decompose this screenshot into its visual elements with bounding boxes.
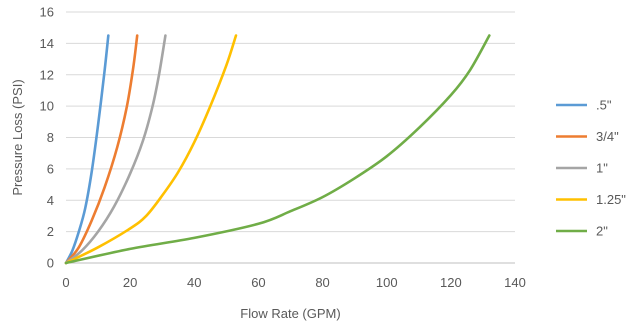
x-tick-label: 40 (187, 275, 201, 290)
x-tick-label: 140 (504, 275, 526, 290)
x-tick-label: 120 (440, 275, 462, 290)
axis-layer: 0 2 4 6 8 10 12 14 16 0 20 40 60 80 100 120 140 (40, 5, 526, 291)
x-axis-title: Flow Rate (GPM) (240, 306, 340, 321)
y-tick-label: 4 (47, 193, 54, 208)
series-layer (64, 34, 491, 265)
y-tick-label: 12 (40, 67, 54, 82)
legend-item: 1" (556, 161, 608, 176)
legend-label: 3/4" (596, 129, 619, 144)
y-tick-label: 2 (47, 224, 54, 239)
x-tick-label: 60 (251, 275, 265, 290)
legend-item: 3/4" (556, 129, 619, 144)
y-tick-label: 10 (40, 99, 54, 114)
legend-label: 1.25" (596, 192, 626, 207)
legend-item: .5" (556, 98, 612, 113)
series-line-0 (64, 34, 110, 265)
series-line-2 (64, 34, 167, 265)
x-tick-label: 20 (123, 275, 137, 290)
series-line-4 (64, 34, 491, 265)
legend-label: 2" (596, 224, 608, 239)
y-tick-label: 6 (47, 161, 54, 176)
series-line-3 (64, 34, 238, 265)
legend-item: 2" (556, 224, 608, 239)
y-tick-label: 16 (40, 5, 54, 20)
legend-label: .5" (596, 98, 612, 113)
legend-label: 1" (596, 161, 608, 176)
series-line-1 (64, 34, 139, 265)
x-tick-label: 0 (62, 275, 69, 290)
legend: .5" 3/4" 1" 1.25" 2" (556, 98, 626, 239)
grid-layer (66, 11, 515, 233)
y-tick-label: 8 (47, 130, 54, 145)
y-axis-title: Pressure Loss (PSI) (10, 79, 25, 195)
y-tick-label: 0 (47, 256, 54, 271)
legend-item: 1.25" (556, 192, 626, 207)
y-tick-label: 14 (40, 36, 54, 51)
x-tick-label: 80 (315, 275, 329, 290)
x-tick-label: 100 (376, 275, 398, 290)
